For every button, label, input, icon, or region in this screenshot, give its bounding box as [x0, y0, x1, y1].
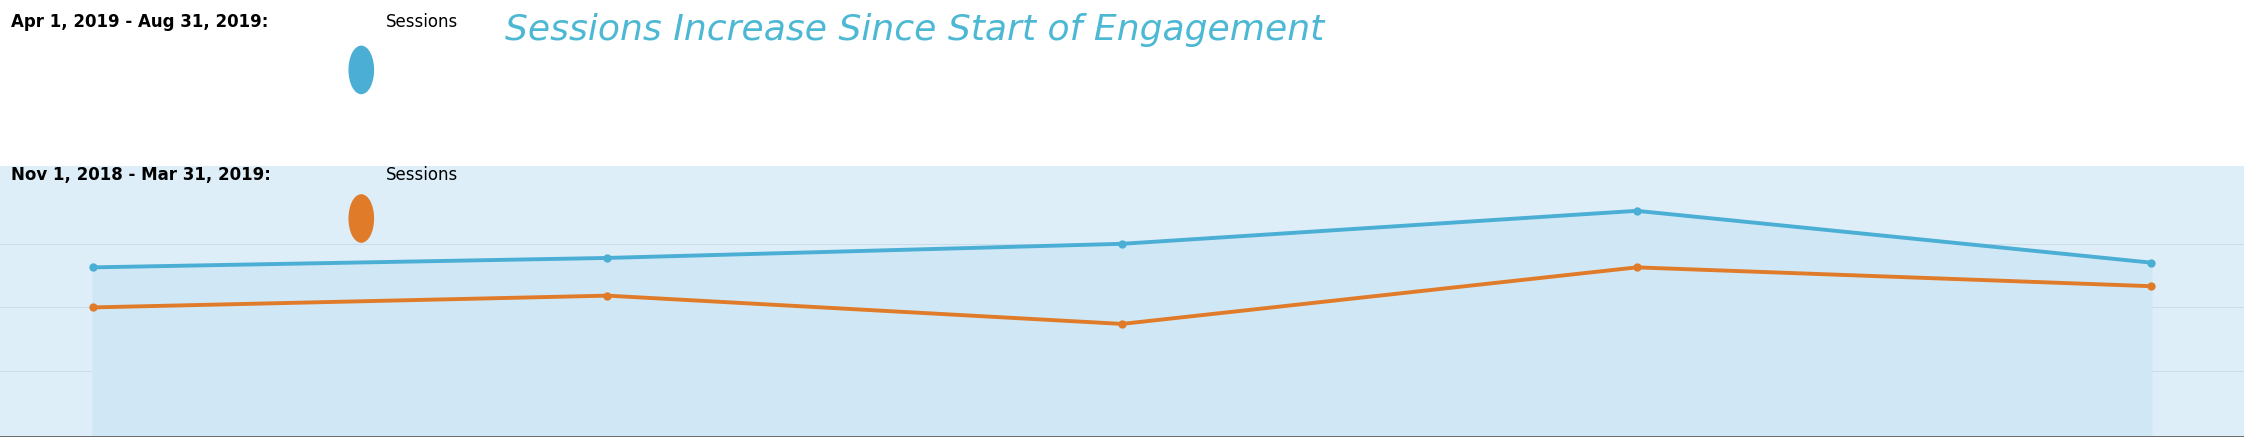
Text: Sessions: Sessions	[386, 13, 458, 31]
Text: Nov 1, 2018 - Mar 31, 2019:: Nov 1, 2018 - Mar 31, 2019:	[11, 166, 272, 184]
Text: Sessions: Sessions	[386, 166, 458, 184]
Text: Sessions Increase Since Start of Engagement: Sessions Increase Since Start of Engagem…	[505, 13, 1324, 47]
Text: Apr 1, 2019 - Aug 31, 2019:: Apr 1, 2019 - Aug 31, 2019:	[11, 13, 269, 31]
Circle shape	[350, 46, 373, 94]
Circle shape	[350, 195, 373, 242]
